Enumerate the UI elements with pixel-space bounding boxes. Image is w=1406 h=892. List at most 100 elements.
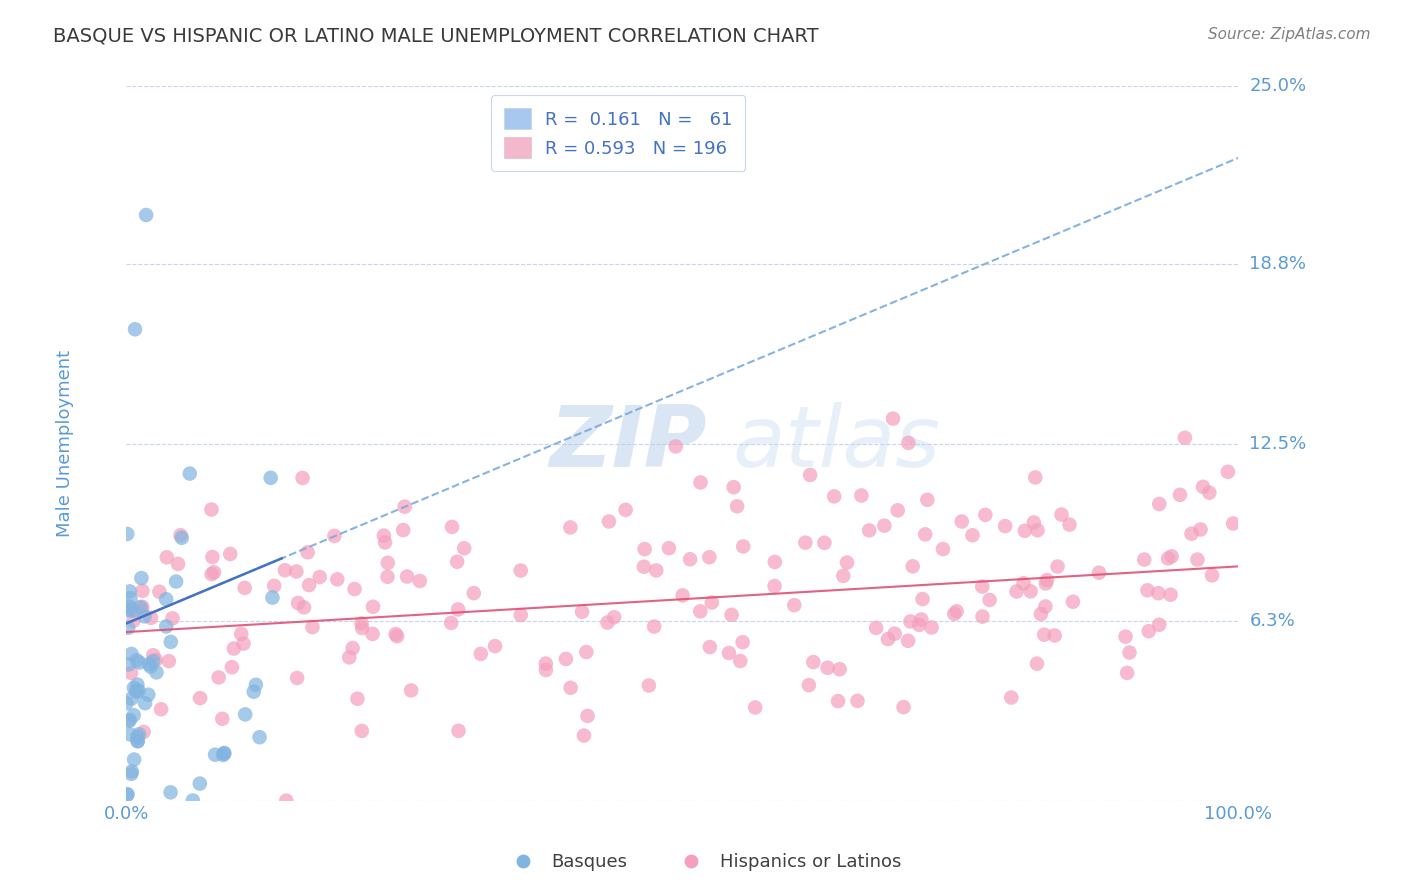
Point	[301, 620, 323, 634]
Point	[1043, 628, 1066, 642]
Point	[121, 691, 143, 706]
Point	[665, 439, 688, 453]
Point	[242, 684, 264, 698]
Text: ZIP: ZIP	[548, 402, 706, 485]
Point	[576, 709, 599, 723]
Point	[1216, 465, 1239, 479]
Point	[1157, 551, 1180, 566]
Point	[128, 727, 150, 741]
Point	[276, 794, 298, 808]
Point	[138, 688, 160, 702]
Point	[343, 582, 366, 596]
Point	[117, 603, 139, 617]
Point	[122, 708, 145, 723]
Point	[446, 555, 468, 569]
Point	[181, 793, 204, 807]
Point	[131, 601, 153, 615]
Point	[337, 650, 360, 665]
Point	[1026, 657, 1049, 671]
Point	[121, 764, 143, 779]
Point	[165, 574, 187, 589]
Point	[1147, 586, 1170, 600]
Point	[598, 515, 620, 529]
Point	[156, 550, 179, 565]
Point	[1192, 480, 1215, 494]
Point	[409, 574, 432, 588]
Point	[914, 527, 936, 541]
Point	[118, 584, 141, 599]
Point	[463, 586, 485, 600]
Point	[285, 671, 308, 685]
Point	[170, 531, 193, 545]
Point	[221, 660, 243, 674]
Point	[127, 730, 149, 744]
Point	[723, 480, 745, 494]
Point	[1012, 576, 1035, 591]
Point	[1136, 583, 1159, 598]
Point	[127, 734, 149, 748]
Point	[689, 475, 711, 490]
Point	[633, 542, 655, 557]
Point	[212, 747, 235, 762]
Point	[950, 515, 973, 529]
Point	[1147, 617, 1170, 632]
Point	[167, 557, 190, 571]
Text: atlas: atlas	[733, 402, 941, 485]
Point	[118, 713, 141, 727]
Point	[394, 500, 416, 514]
Point	[1050, 508, 1073, 522]
Point	[1115, 630, 1137, 644]
Point	[121, 647, 143, 661]
Point	[117, 621, 139, 635]
Point	[901, 559, 924, 574]
Point	[1046, 559, 1069, 574]
Point	[1116, 665, 1139, 680]
Point	[972, 609, 994, 624]
Point	[200, 502, 222, 516]
Point	[1000, 690, 1022, 705]
Point	[292, 600, 315, 615]
Point	[672, 588, 695, 602]
Point	[260, 471, 283, 485]
Point	[131, 599, 153, 614]
Point	[921, 620, 943, 634]
Point	[131, 583, 153, 598]
Point	[689, 604, 711, 618]
Point	[122, 603, 145, 617]
Point	[1026, 523, 1049, 537]
Point	[162, 611, 184, 625]
Point	[169, 528, 191, 542]
Point	[1198, 485, 1220, 500]
Point	[945, 604, 967, 618]
Point	[633, 559, 655, 574]
Point	[129, 599, 152, 614]
Point	[470, 647, 492, 661]
Point	[910, 612, 932, 626]
Point	[139, 659, 162, 673]
Point	[179, 467, 201, 481]
Point	[1133, 552, 1156, 566]
Point	[159, 785, 181, 799]
Point	[124, 322, 146, 336]
Text: 6.3%: 6.3%	[1250, 612, 1295, 630]
Point	[441, 520, 464, 534]
Point	[827, 694, 849, 708]
Point	[1160, 588, 1182, 602]
Point	[720, 607, 742, 622]
Point	[159, 635, 181, 649]
Point	[835, 556, 858, 570]
Point	[374, 535, 396, 549]
Point	[201, 567, 224, 582]
Point	[571, 605, 593, 619]
Legend: R =  0.161   N =   61, R = 0.593   N = 196: R = 0.161 N = 61, R = 0.593 N = 196	[491, 95, 745, 170]
Point	[342, 641, 364, 656]
Point	[1180, 526, 1202, 541]
Point	[572, 729, 595, 743]
Point	[943, 607, 966, 621]
Point	[1174, 431, 1197, 445]
Text: BASQUE VS HISPANIC OR LATINO MALE UNEMPLOYMENT CORRELATION CHART: BASQUE VS HISPANIC OR LATINO MALE UNEMPL…	[53, 27, 820, 45]
Point	[932, 542, 955, 557]
Point	[886, 503, 908, 517]
Point	[134, 609, 156, 624]
Point	[1022, 516, 1045, 530]
